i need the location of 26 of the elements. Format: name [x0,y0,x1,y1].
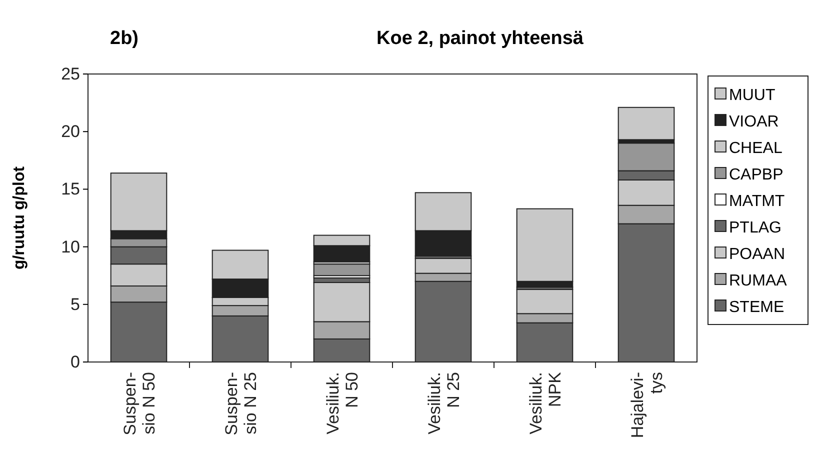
y-tick-label: 0 [70,352,80,372]
legend-label: CAPBP [729,166,784,184]
bar [618,106,675,140]
y-tick-label: 20 [61,122,80,142]
legend-label: POAAN [729,246,786,263]
text: 2b) [110,28,138,49]
legend-label: RUMAA [729,272,788,290]
legend-label: MUUT [729,87,776,104]
legend-label: STEME [729,299,784,316]
legend-label: VIOAR [729,114,779,130]
legend-label: CHEAL [729,140,782,157]
x-tick-label: Hajalevi- tys [628,372,666,438]
y-tick-label: 25 [61,64,80,84]
chart-title: Koe 2, painot yhteensä [376,28,584,49]
legend-label: PTLAG [729,220,782,236]
x-tick-label: Vesiliuk. NPK [526,371,564,434]
x-tick-label: Suspen- sio N 50 [120,372,158,436]
y-tick-label: 5 [70,294,80,314]
x-tick-label: Vesiliuk. N 25 [424,372,463,434]
x-tick-label: Vesiliuk. N 50 [323,372,362,434]
x-tick-label: Suspen- sio N 25 [222,372,260,436]
legend-label: MATMT [729,193,785,210]
y-axis-title: g/ruutu g/plot [11,166,28,270]
y-tick-label: 15 [61,180,80,199]
y-tick-label: 10 [61,237,80,256]
bar [313,264,370,276]
